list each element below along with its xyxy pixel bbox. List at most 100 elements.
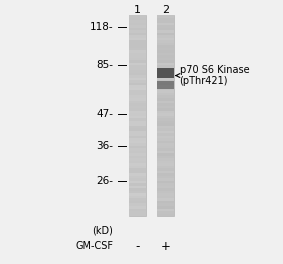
Bar	[129, 133, 146, 136]
Bar	[129, 33, 146, 35]
Bar	[129, 146, 146, 148]
Bar	[157, 25, 174, 28]
Bar	[129, 204, 146, 206]
Bar	[157, 194, 174, 196]
Bar	[129, 188, 146, 191]
Bar	[129, 143, 146, 146]
Bar	[129, 194, 146, 196]
Bar	[157, 55, 174, 58]
Bar	[129, 178, 146, 181]
Bar	[129, 101, 146, 103]
Bar	[157, 178, 174, 181]
Bar	[157, 76, 174, 78]
Bar	[157, 60, 174, 63]
Bar	[157, 156, 174, 158]
Bar	[129, 83, 146, 86]
Bar	[129, 201, 146, 204]
Bar	[129, 65, 146, 68]
Bar	[129, 158, 146, 161]
Bar	[157, 106, 174, 108]
Bar	[129, 183, 146, 186]
Bar	[129, 88, 146, 91]
Bar	[157, 43, 174, 45]
Bar	[129, 171, 146, 173]
Bar	[157, 158, 174, 161]
Bar	[157, 18, 174, 20]
Bar	[157, 201, 174, 204]
Bar	[129, 118, 146, 121]
Bar	[157, 173, 174, 176]
Text: (kD): (kD)	[93, 225, 113, 235]
Bar	[129, 58, 146, 60]
Bar	[157, 183, 174, 186]
Text: 118-: 118-	[90, 22, 113, 32]
Text: +: +	[160, 240, 170, 253]
Bar	[129, 40, 146, 43]
Bar	[129, 76, 146, 78]
Bar	[157, 78, 174, 81]
Bar	[129, 128, 146, 131]
Bar	[129, 163, 146, 166]
Bar	[157, 171, 174, 173]
Bar	[157, 148, 174, 151]
Text: -: -	[135, 240, 140, 253]
Bar	[129, 70, 146, 73]
Bar	[129, 209, 146, 211]
Bar	[157, 191, 174, 194]
Bar	[157, 45, 174, 48]
Bar	[157, 186, 174, 188]
Bar	[129, 153, 146, 156]
Bar	[129, 55, 146, 58]
Bar	[157, 81, 174, 83]
Bar	[129, 15, 146, 216]
Text: 47-: 47-	[96, 109, 113, 119]
Bar	[129, 126, 146, 128]
Bar	[129, 176, 146, 178]
Bar	[129, 38, 146, 40]
Bar	[157, 48, 174, 50]
Bar	[157, 103, 174, 106]
Bar	[157, 50, 174, 53]
Bar	[157, 211, 174, 214]
Bar	[129, 15, 146, 18]
Bar	[157, 101, 174, 103]
Bar	[129, 181, 146, 183]
Bar	[157, 141, 174, 143]
Bar	[157, 214, 174, 216]
Bar	[129, 86, 146, 88]
Bar	[157, 23, 174, 25]
Bar	[157, 128, 174, 131]
Bar	[157, 88, 174, 91]
Bar	[129, 81, 146, 83]
Bar	[157, 199, 174, 201]
Bar	[129, 53, 146, 55]
Bar	[129, 138, 146, 141]
Bar	[157, 176, 174, 178]
Bar	[129, 141, 146, 143]
Bar	[129, 48, 146, 50]
Bar	[157, 133, 174, 136]
Bar	[129, 199, 146, 201]
Bar	[157, 58, 174, 60]
Bar	[129, 168, 146, 171]
Bar	[129, 111, 146, 113]
Bar	[157, 20, 174, 23]
Bar	[157, 146, 174, 148]
Bar	[129, 45, 146, 48]
Bar	[157, 91, 174, 93]
Bar	[157, 138, 174, 141]
Bar	[129, 23, 146, 25]
Bar	[129, 25, 146, 28]
Bar	[129, 18, 146, 20]
Bar	[157, 111, 174, 113]
Bar	[157, 83, 174, 86]
Bar	[157, 63, 174, 65]
Bar	[129, 28, 146, 30]
Bar	[129, 151, 146, 153]
Bar	[129, 206, 146, 209]
Bar	[157, 15, 174, 18]
Text: p70 S6 Kinase
(pThr421): p70 S6 Kinase (pThr421)	[176, 65, 249, 86]
Bar	[157, 108, 174, 111]
Bar	[157, 53, 174, 55]
Bar	[129, 186, 146, 188]
